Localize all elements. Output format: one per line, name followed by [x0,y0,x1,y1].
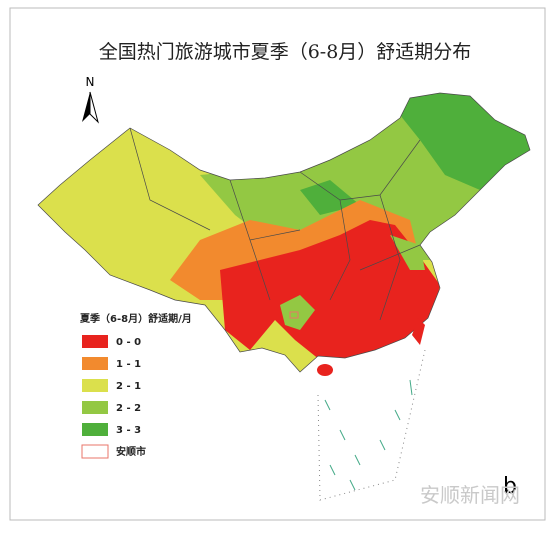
legend-title: 夏季（6-8月）舒适期/月 [79,312,192,325]
country-border [37,92,531,373]
city-marker [289,311,299,319]
legend-label: 0 - 0 [116,337,141,348]
legend-label: 3 - 3 [116,425,141,436]
region [220,220,440,360]
legend-swatch [82,401,108,414]
north-label: N [86,75,95,89]
legend-label: 2 - 1 [116,381,141,392]
legend-label: 1 - 1 [116,359,141,370]
legend-swatch [81,444,109,459]
north-arrow: N [82,75,99,124]
legend-label: 2 - 2 [116,403,141,414]
legend-label: 安顺市 [116,445,146,458]
hainan [317,364,333,376]
south-sea-dots [317,349,426,501]
frame [9,7,546,521]
legend-swatch [82,423,108,436]
region [300,180,360,215]
region [390,235,425,270]
taiwan [412,318,425,345]
legend: 夏季（6-8月）舒适期/月 0 - 0 1 - 1 2 - 1 2 - 2 3 - 3 安… [79,312,192,459]
legend-swatch [82,335,108,348]
legend-swatch [82,379,108,392]
province-borders [129,127,421,321]
islands [324,379,413,491]
watermark: 安顺新闻网 [420,483,520,507]
legend-swatch [82,357,108,370]
panel-label: b [503,474,517,499]
map-title: 全国热门旅游城市夏季（6-8月）舒适期分布 [99,41,472,63]
